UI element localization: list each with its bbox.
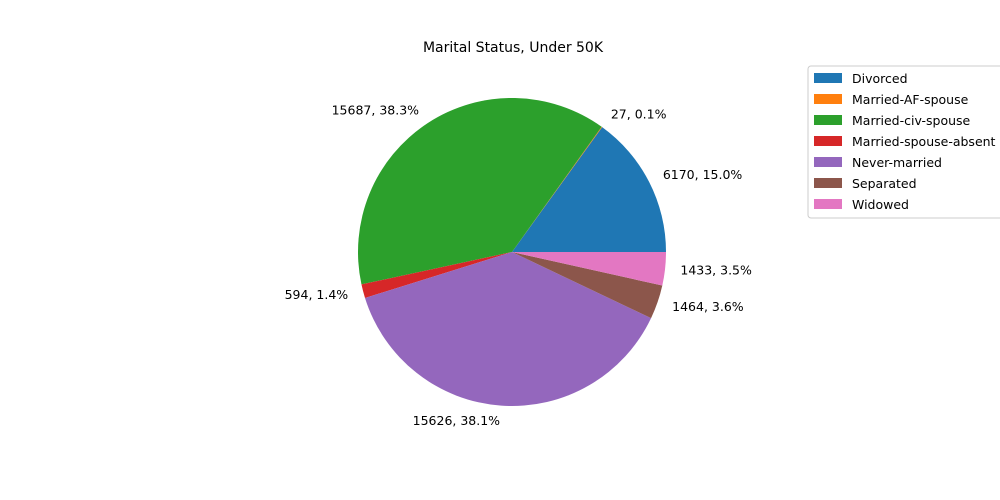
legend-frame bbox=[807, 65, 1000, 219]
pie-slice-married-af-spouse bbox=[512, 126, 603, 252]
legend-label-never-married: Never-married bbox=[852, 155, 942, 170]
legend-label-separated: Separated bbox=[852, 176, 917, 191]
slice-label-separated: 1464, 3.6% bbox=[672, 299, 744, 314]
pie-slice-never-married bbox=[365, 252, 652, 406]
legend-swatch-widowed bbox=[814, 199, 842, 209]
legend-swatch-separated bbox=[814, 178, 842, 188]
pie-slice-labels: 6170, 15.0% 27, 0.1% 15687, 38.3% 594, 1.4%… bbox=[285, 102, 752, 428]
slice-label-married-spouse-absent: 594, 1.4% bbox=[285, 287, 349, 302]
legend-swatch-never-married bbox=[814, 157, 842, 167]
legend-swatch-married-civ-spouse bbox=[814, 115, 842, 125]
pie-slice-widowed bbox=[512, 252, 666, 286]
slice-label-divorced: 6170, 15.0% bbox=[663, 167, 743, 182]
legend-label-married-af-spouse: Married-AF-spouse bbox=[852, 92, 969, 107]
legend-swatch-divorced bbox=[814, 73, 842, 83]
legend-label-divorced: Divorced bbox=[852, 71, 908, 86]
slice-label-widowed: 1433, 3.5% bbox=[680, 263, 752, 278]
legend-label-married-spouse-absent: Married-spouse-absent bbox=[852, 134, 996, 149]
slice-label-never-married: 15626, 38.1% bbox=[413, 413, 501, 428]
pie-slice-divorced bbox=[512, 127, 666, 252]
slice-label-married-civ-spouse: 15687, 38.3% bbox=[332, 102, 420, 117]
legend-swatch-married-af-spouse bbox=[814, 94, 842, 104]
legend-label-married-civ-spouse: Married-civ-spouse bbox=[852, 113, 971, 128]
slice-label-married-af-spouse: 27, 0.1% bbox=[611, 106, 667, 121]
pie-slice-married-civ-spouse bbox=[358, 98, 602, 285]
pie-slices bbox=[358, 98, 666, 406]
pie-slice-married-spouse-absent bbox=[361, 252, 512, 298]
pie-slice-separated bbox=[512, 252, 663, 319]
chart-title: Marital Status, Under 50K bbox=[423, 40, 604, 56]
legend-swatch-married-spouse-absent bbox=[814, 136, 842, 146]
legend: Divorced Married-AF-spouse Married-civ-s… bbox=[807, 65, 1000, 219]
legend-label-widowed: Widowed bbox=[852, 197, 909, 212]
